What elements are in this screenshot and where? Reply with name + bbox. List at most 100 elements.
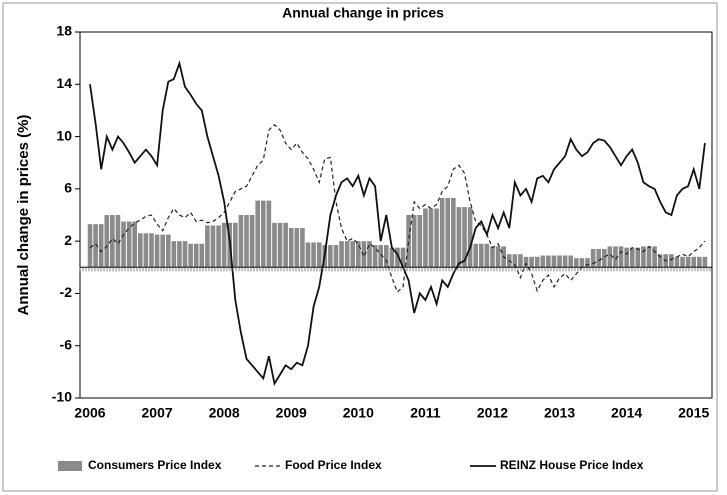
outer-frame [2,2,718,492]
bar [411,215,417,268]
bar [428,208,434,268]
plot-frame [79,31,713,399]
bar [367,241,372,268]
bar [104,215,110,268]
bar [87,224,93,268]
x-tick-label: 2008 [209,405,240,421]
bar [154,234,160,268]
bar [697,256,702,268]
legend-label: Food Price Index [285,458,382,472]
bar [534,256,540,268]
y-tick-label: -2 [60,284,73,300]
bar [277,222,283,268]
x-tick-label: 2007 [142,405,173,421]
bar [233,222,238,268]
bar [171,241,177,268]
bar [590,248,596,268]
bar [417,215,423,268]
bar [143,233,149,268]
bar [607,246,613,268]
bar [210,225,216,268]
bar [389,247,395,268]
bar [445,198,451,268]
bar [551,255,557,268]
bar [344,241,350,268]
bar [177,241,182,268]
bar [657,254,663,268]
bar [305,242,311,268]
x-tick-label: 2015 [678,405,709,421]
bar [221,222,227,268]
bar [266,200,272,268]
y-tick-label: -6 [60,336,73,352]
bar [490,246,495,268]
bar [518,254,523,268]
x-tick-label: 2013 [544,405,575,421]
bar [585,258,590,268]
bar [685,256,691,268]
bar [316,242,322,268]
bar [138,233,143,268]
chart-title: Annual change in prices [282,5,444,21]
bar [328,245,333,268]
y-tick-label: 14 [56,75,72,91]
bar [333,245,339,268]
bar [456,207,462,268]
bar [462,207,467,268]
bar [691,256,697,268]
bar [205,225,210,268]
y-tick-label: 18 [56,23,72,39]
bar [629,247,635,268]
bar [356,241,361,268]
bar [115,215,121,268]
bar [93,224,98,268]
bar [395,247,400,268]
bar [311,242,316,268]
bar [372,245,378,268]
bar [149,233,154,268]
bar [126,221,132,268]
bar [272,222,277,268]
legend-label: Consumers Price Index [88,458,222,472]
bar [680,256,685,268]
x-tick-label: 2011 [410,405,441,421]
bar [568,255,574,268]
x-tick-label: 2010 [343,405,374,421]
bar [467,207,473,268]
bar [635,247,641,268]
legend-label: REINZ House Price Index [500,458,644,472]
bar [350,241,356,268]
x-tick-label: 2014 [611,405,642,421]
bar [484,243,490,268]
bar [451,198,456,268]
y-tick-label: 2 [64,232,72,248]
bar [383,245,389,268]
bar [294,228,300,268]
bar [406,215,411,268]
bar [188,243,193,268]
legend-swatch [58,461,82,471]
bar [165,234,171,268]
bar [255,200,260,268]
y-tick-label: 10 [56,127,72,143]
bar [652,246,657,268]
bar [193,243,199,268]
bar [182,241,188,268]
x-tick-label: 2012 [477,405,508,421]
bar [669,254,674,268]
bar [361,241,367,268]
bar [216,225,221,268]
bar [473,243,479,268]
bar [132,221,138,268]
y-tick-label: -10 [52,389,72,405]
bar [479,243,484,268]
bar [674,256,680,268]
bar [557,255,562,268]
x-tick-label: 2006 [74,405,105,421]
bar [646,246,652,268]
bar [423,208,428,268]
bar [244,215,249,268]
bar [579,258,585,268]
bar [439,198,445,268]
